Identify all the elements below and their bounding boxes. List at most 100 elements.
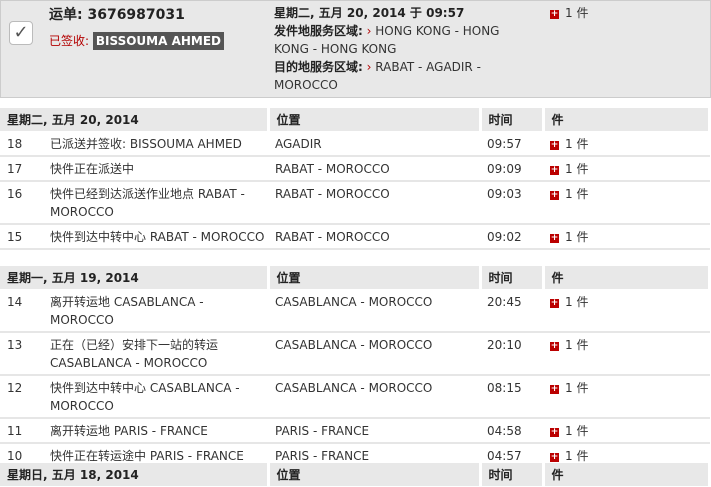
event-pieces[interactable]: +1 件 [543,156,710,182]
delivery-datetime: 星期二, 五月 20, 2014 于 09:57 [274,6,465,20]
pieces-toggle[interactable]: +1 件 [550,4,588,21]
time-header: 时间 [480,463,545,487]
expand-plus-icon[interactable]: + [550,452,559,462]
location-header: 位置 [268,463,482,487]
event-number: 14 [0,289,43,333]
destination-label: 目的地服务区域: [274,60,363,74]
pieces-count: 1 件 [565,137,589,151]
time-header: 时间 [480,108,545,132]
event-number: 18 [0,131,43,157]
event-description: 正在（已经）安排下一站的转运 CASABLANCA - MOROCCO [43,332,268,376]
event-description: 离开转运地 CASABLANCA - MOROCCO [43,289,268,333]
event-description: 快件到达中转中心 RABAT - MOROCCO [43,224,268,250]
signer-name: BISSOUMA AHMED [92,32,225,50]
pieces-count: 1 件 [565,162,589,176]
expand-plus-icon[interactable]: + [550,140,559,150]
signed-label: 已签收: [49,34,90,48]
event-location: RABAT - MOROCCO [268,181,480,225]
origin-label: 发件地服务区域: [274,24,363,38]
chevron-right-icon: › [366,60,372,74]
event-pieces[interactable]: +1 件 [543,332,710,376]
expand-plus-icon[interactable]: + [550,298,559,308]
table-row: 12 快件到达中转中心 CASABLANCA - MOROCCO CASABLANC… [0,375,710,419]
signed-status: 已签收: BISSOUMA AHMED [49,32,225,50]
day-date: 星期日, 五月 18, 2014 [0,463,270,487]
event-location: AGADIR [268,131,480,157]
day-table: 星期一, 五月 19, 2014 位置 时间件 14 离开转运地 CASABLANCA … [0,266,711,469]
expand-plus-icon[interactable]: + [550,384,559,394]
location-header: 位置 [268,108,482,132]
event-time: 20:45 [480,289,543,333]
pieces-header: 件 [543,266,711,290]
shipment-info: 星期二, 五月 20, 2014 于 09:57 发件地服务区域: › HONG… [274,4,514,94]
day-table: 星期日, 五月 18, 2014 位置 时间件 [0,463,711,487]
expand-plus-icon[interactable]: + [550,165,559,175]
event-pieces[interactable]: +1 件 [543,181,710,225]
event-pieces[interactable]: +1 件 [543,375,710,419]
expand-plus-icon[interactable]: + [550,427,559,437]
event-location: CASABLANCA - MOROCCO [268,375,480,419]
event-number: 11 [0,418,43,444]
event-location: CASABLANCA - MOROCCO [268,289,480,333]
event-time: 09:03 [480,181,543,225]
expand-plus-icon[interactable]: + [550,190,559,200]
event-number: 17 [0,156,43,182]
event-number: 13 [0,332,43,376]
table-row: 14 离开转运地 CASABLANCA - MOROCCO CASABLANCA -… [0,289,710,333]
pieces-count: 1 件 [565,295,589,309]
day-header-row: 星期二, 五月 20, 2014 位置 时间件 [0,108,711,132]
event-description: 已派送并签收: BISSOUMA AHMED [43,131,268,157]
table-row: 18 已派送并签收: BISSOUMA AHMED AGADIR 09:57 +1 件 [0,131,710,157]
event-pieces[interactable]: +1 件 [543,224,710,250]
event-time: 09:02 [480,224,543,250]
expand-plus-icon[interactable]: + [550,341,559,351]
time-header: 时间 [480,266,545,290]
event-time: 09:57 [480,131,543,157]
event-location: PARIS - FRANCE [268,418,480,444]
origin-value: HONG KONG - HONG KONG - HONG KONG [274,24,500,56]
event-location: RABAT - MOROCCO [268,156,480,182]
pieces-header: 件 [543,108,711,132]
expand-plus-icon[interactable]: + [550,233,559,243]
event-number: 16 [0,181,43,225]
chevron-right-icon: › [366,24,372,38]
pieces-count: 1 件 [565,230,589,244]
event-number: 15 [0,224,43,250]
shipment-summary: ✓ 运单: 3676987031 已签收: BISSOUMA AHMED 星期二… [0,0,711,98]
delivered-check-icon: ✓ [9,21,33,45]
pieces-header: 件 [543,463,711,487]
day-date: 星期二, 五月 20, 2014 [0,108,270,132]
expand-plus-icon[interactable]: + [550,9,559,19]
event-location: RABAT - MOROCCO [268,224,480,250]
event-number: 12 [0,375,43,419]
pieces-count: 1 件 [565,338,589,352]
table-row: 15 快件到达中转中心 RABAT - MOROCCO RABAT - MOROCC… [0,224,710,250]
table-row: 17 快件正在派送中 RABAT - MOROCCO 09:09 +1 件 [0,156,710,182]
day-date: 星期一, 五月 19, 2014 [0,266,270,290]
day-header-row: 星期一, 五月 19, 2014 位置 时间件 [0,266,711,290]
event-time: 08:15 [480,375,543,419]
pieces-count: 1 件 [565,381,589,395]
event-description: 快件已经到达派送作业地点 RABAT - MOROCCO [43,181,268,225]
waybill-number: 运单: 3676987031 [49,7,185,23]
table-row: 16 快件已经到达派送作业地点 RABAT - MOROCCO RABAT - MO… [0,181,710,225]
pieces-count: 1 件 [565,6,589,20]
location-header: 位置 [268,266,482,290]
event-time: 20:10 [480,332,543,376]
event-location: CASABLANCA - MOROCCO [268,332,480,376]
event-description: 快件到达中转中心 CASABLANCA - MOROCCO [43,375,268,419]
pieces-count: 1 件 [565,187,589,201]
pieces-count: 1 件 [565,424,589,438]
event-pieces[interactable]: +1 件 [543,131,710,157]
event-time: 04:58 [480,418,543,444]
event-description: 快件正在派送中 [43,156,268,182]
table-row: 11 离开转运地 PARIS - FRANCE PARIS - FRANCE 04:5… [0,418,710,444]
event-description: 离开转运地 PARIS - FRANCE [43,418,268,444]
event-time: 09:09 [480,156,543,182]
table-row: 13 正在（已经）安排下一站的转运 CASABLANCA - MOROCCO CAS… [0,332,710,376]
pieces-count: 1 件 [565,449,589,463]
destination-value: RABAT - AGADIR - MOROCCO [274,60,481,92]
event-pieces[interactable]: +1 件 [543,418,710,444]
event-pieces[interactable]: +1 件 [543,289,710,333]
day-table: 星期二, 五月 20, 2014 位置 时间件 18 已派送并签收: BISSOUMA … [0,108,711,250]
